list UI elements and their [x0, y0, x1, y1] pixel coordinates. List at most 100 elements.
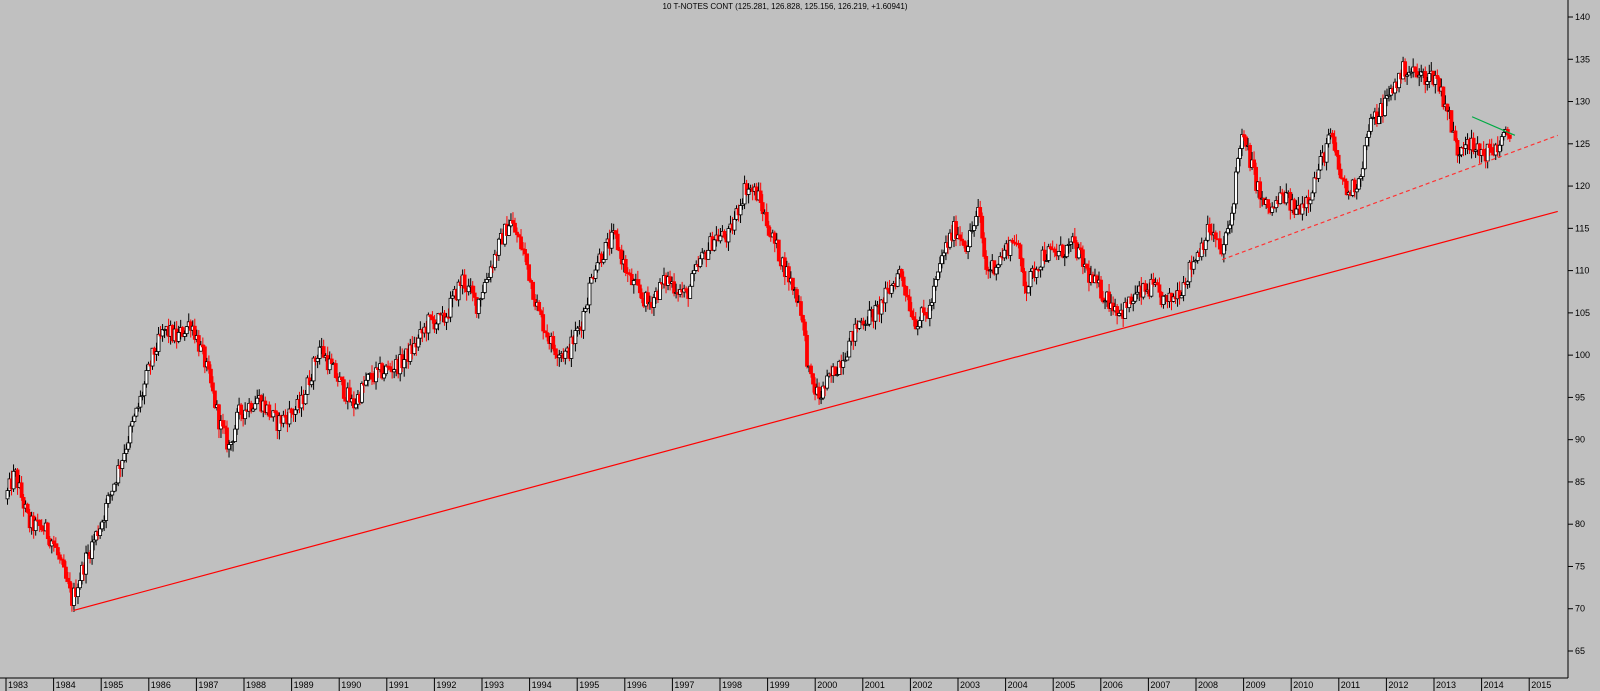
- candle-up: [1366, 130, 1371, 138]
- candle-up: [488, 266, 493, 278]
- candle-down: [1455, 140, 1460, 156]
- candle-up: [144, 370, 149, 385]
- trendline-1: [73, 210, 1558, 612]
- candle-down: [766, 225, 771, 236]
- candle-up: [1316, 169, 1321, 179]
- candle-up: [712, 239, 717, 251]
- candle-up: [1230, 212, 1234, 226]
- candle-down: [1471, 137, 1476, 152]
- candle-up: [698, 258, 703, 267]
- x-tick-label: 1997: [674, 680, 694, 690]
- candle-down: [627, 272, 632, 275]
- candle-up: [456, 281, 461, 301]
- candle-up: [1062, 256, 1067, 259]
- candle-down: [1334, 149, 1339, 156]
- candle-up: [1028, 271, 1033, 288]
- candle-up: [486, 276, 491, 280]
- candle-up: [1425, 81, 1430, 85]
- candle-up: [112, 483, 117, 492]
- candle-up: [353, 403, 358, 409]
- candle-up: [583, 308, 588, 312]
- candle-down: [1435, 75, 1440, 79]
- candle-up: [1046, 246, 1051, 261]
- candle-down: [801, 315, 805, 323]
- candle-up: [1377, 116, 1381, 124]
- x-tick-label: 1983: [8, 680, 28, 690]
- candle-up: [1002, 249, 1007, 259]
- x-tick-label: 1994: [532, 680, 552, 690]
- candle-down: [1338, 168, 1343, 179]
- candle-up: [1133, 293, 1138, 302]
- candle-down: [1010, 239, 1015, 243]
- candle-up: [255, 397, 260, 405]
- candle-up: [416, 337, 421, 348]
- candle-up: [845, 356, 850, 361]
- candle-up: [865, 323, 870, 326]
- candle-up: [90, 541, 94, 559]
- candle-down: [791, 277, 795, 291]
- candle-up: [1008, 239, 1013, 256]
- candle-up: [1131, 300, 1136, 304]
- y-tick-label: 130: [1575, 97, 1590, 107]
- candle-down: [809, 365, 813, 375]
- candle-up: [1284, 192, 1289, 204]
- candle-down: [1344, 180, 1349, 196]
- candle-down: [64, 566, 68, 579]
- candle-up: [450, 295, 455, 299]
- candle-up: [92, 539, 96, 543]
- candle-up: [1312, 177, 1317, 194]
- candle-up: [895, 273, 900, 287]
- candle-down: [1403, 61, 1408, 77]
- x-tick-label: 1999: [770, 680, 790, 690]
- candle-down: [1266, 199, 1271, 208]
- candle-up: [138, 395, 143, 408]
- candle-down: [470, 285, 475, 294]
- candle-down: [760, 202, 765, 215]
- candle-down: [803, 321, 807, 336]
- candle-up: [944, 242, 948, 254]
- candle-down: [339, 376, 344, 381]
- candle-down: [613, 230, 618, 235]
- candle-down: [273, 410, 278, 414]
- candle-down: [833, 366, 838, 376]
- candle-up: [98, 528, 103, 537]
- candle-up: [1308, 199, 1313, 205]
- candle-down: [960, 238, 964, 242]
- candle-up: [1203, 239, 1208, 250]
- candle-up: [837, 361, 842, 375]
- x-tick-label: 1984: [56, 680, 76, 690]
- candle-up: [1149, 278, 1154, 297]
- chart-title: 10 T-NOTES CONT (125.281, 126.828, 125.1…: [663, 2, 908, 11]
- candle-up: [1459, 147, 1464, 156]
- candle-down: [1177, 290, 1182, 299]
- candle-down: [211, 382, 215, 392]
- y-tick-label: 70: [1575, 604, 1585, 614]
- candle-down: [722, 231, 727, 238]
- candle-down: [911, 316, 916, 321]
- x-tick-label: 1996: [627, 680, 647, 690]
- candle-down: [923, 311, 928, 316]
- candle-up: [1135, 291, 1140, 295]
- candle-down: [668, 276, 672, 284]
- x-tick-label: 1988: [246, 680, 266, 690]
- candle-down: [817, 386, 821, 399]
- candle-up: [227, 444, 231, 450]
- candle-up: [134, 407, 139, 417]
- candle-up: [33, 519, 38, 532]
- candle-down: [1342, 178, 1347, 182]
- candle-down: [980, 215, 985, 239]
- x-tick-label: 2009: [1246, 680, 1266, 690]
- candle-up: [1356, 178, 1361, 190]
- candle-up: [154, 351, 159, 355]
- candle-up: [879, 299, 884, 315]
- candle-up: [162, 329, 167, 331]
- candle-down: [1254, 166, 1258, 191]
- candle-up: [1123, 302, 1128, 319]
- candle-up: [480, 292, 485, 300]
- candle-up: [384, 365, 389, 375]
- candle-up: [1383, 97, 1387, 116]
- candle-down: [217, 404, 221, 430]
- candle-down: [1072, 236, 1077, 244]
- candle-up: [1387, 94, 1391, 97]
